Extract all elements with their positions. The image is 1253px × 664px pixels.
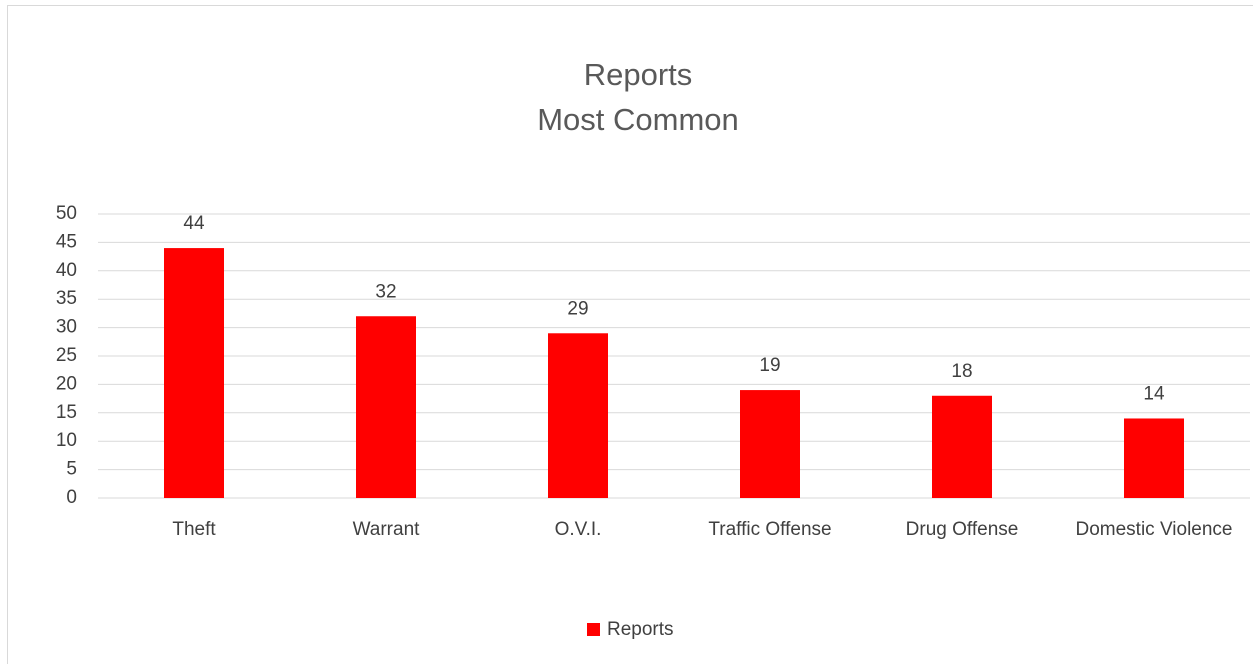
data-label: 18	[951, 361, 972, 382]
x-tick-label: Drug Offense	[906, 519, 1019, 540]
chart-subtitle: Most Common	[537, 102, 739, 137]
data-label: 32	[375, 281, 396, 302]
legend-label: Reports	[607, 619, 674, 640]
y-tick-label: 25	[56, 345, 77, 366]
y-tick-label: 5	[66, 459, 77, 480]
y-tick-label: 20	[56, 373, 77, 394]
y-tick-label: 10	[56, 430, 77, 451]
bar	[548, 333, 608, 498]
bar	[164, 248, 224, 498]
data-label: 29	[567, 298, 588, 319]
y-tick-label: 40	[56, 260, 77, 281]
data-label: 44	[183, 213, 205, 234]
y-tick-label: 50	[56, 203, 77, 224]
x-tick-label: Traffic Offense	[708, 519, 831, 540]
data-label: 14	[1143, 383, 1165, 404]
x-tick-label: Domestic Violence	[1075, 519, 1232, 540]
x-tick-label: Warrant	[353, 519, 421, 540]
bar	[740, 390, 800, 498]
legend-swatch	[587, 623, 600, 636]
data-label: 19	[759, 355, 780, 376]
x-tick-label: Theft	[172, 519, 216, 540]
y-tick-label: 30	[56, 317, 77, 338]
y-tick-label: 0	[66, 487, 77, 508]
x-tick-label: O.V.I.	[555, 519, 602, 540]
chart-title: Reports	[584, 57, 693, 92]
bar	[1124, 418, 1184, 498]
y-tick-label: 15	[56, 402, 77, 423]
y-tick-label: 35	[56, 288, 77, 309]
bar	[356, 316, 416, 498]
y-tick-label: 45	[56, 231, 77, 252]
bar	[932, 395, 992, 498]
